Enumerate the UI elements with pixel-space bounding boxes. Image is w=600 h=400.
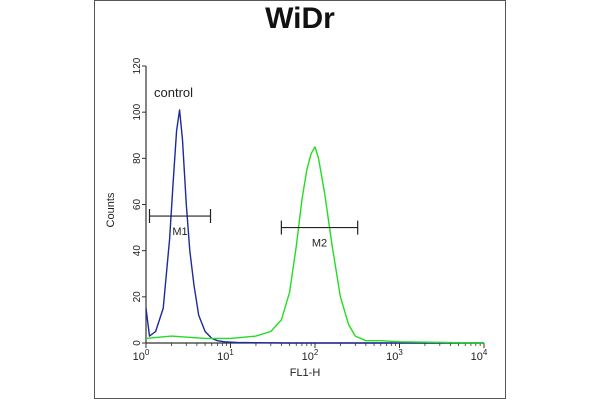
y-tick-label: 100 bbox=[132, 103, 143, 120]
m1-marker-label: M1 bbox=[172, 226, 187, 238]
y-tick-label: 0 bbox=[132, 340, 143, 346]
y-tick-label: 80 bbox=[132, 152, 143, 164]
x-ticks: 100 101 102 103 104 bbox=[133, 343, 488, 363]
x-tick-label: 104 bbox=[471, 348, 488, 363]
x-tick-label: 100 bbox=[133, 348, 150, 363]
chart-title: WiDr bbox=[265, 2, 335, 35]
control-label: control bbox=[154, 85, 193, 100]
control-series-line bbox=[145, 109, 484, 344]
chart-frame bbox=[94, 0, 506, 399]
x-tick-label: 103 bbox=[386, 348, 403, 363]
series-layer bbox=[145, 109, 485, 344]
x-tick-label: 102 bbox=[302, 348, 319, 363]
y-tick-label: 20 bbox=[132, 291, 143, 303]
y-tick-label: 60 bbox=[132, 199, 143, 211]
x-axis-label: FL1-H bbox=[290, 367, 321, 379]
marker-layer: M1 M2 bbox=[148, 209, 359, 250]
y-ticks: 0 20 40 60 80 100 120 bbox=[132, 57, 146, 346]
sample-series-line bbox=[145, 146, 485, 344]
y-axis-label: Counts bbox=[105, 192, 117, 227]
y-tick-label: 120 bbox=[132, 57, 143, 74]
x-tick-label: 101 bbox=[217, 348, 234, 363]
y-tick-label: 40 bbox=[132, 245, 143, 257]
m2-marker-label: M2 bbox=[312, 238, 327, 250]
